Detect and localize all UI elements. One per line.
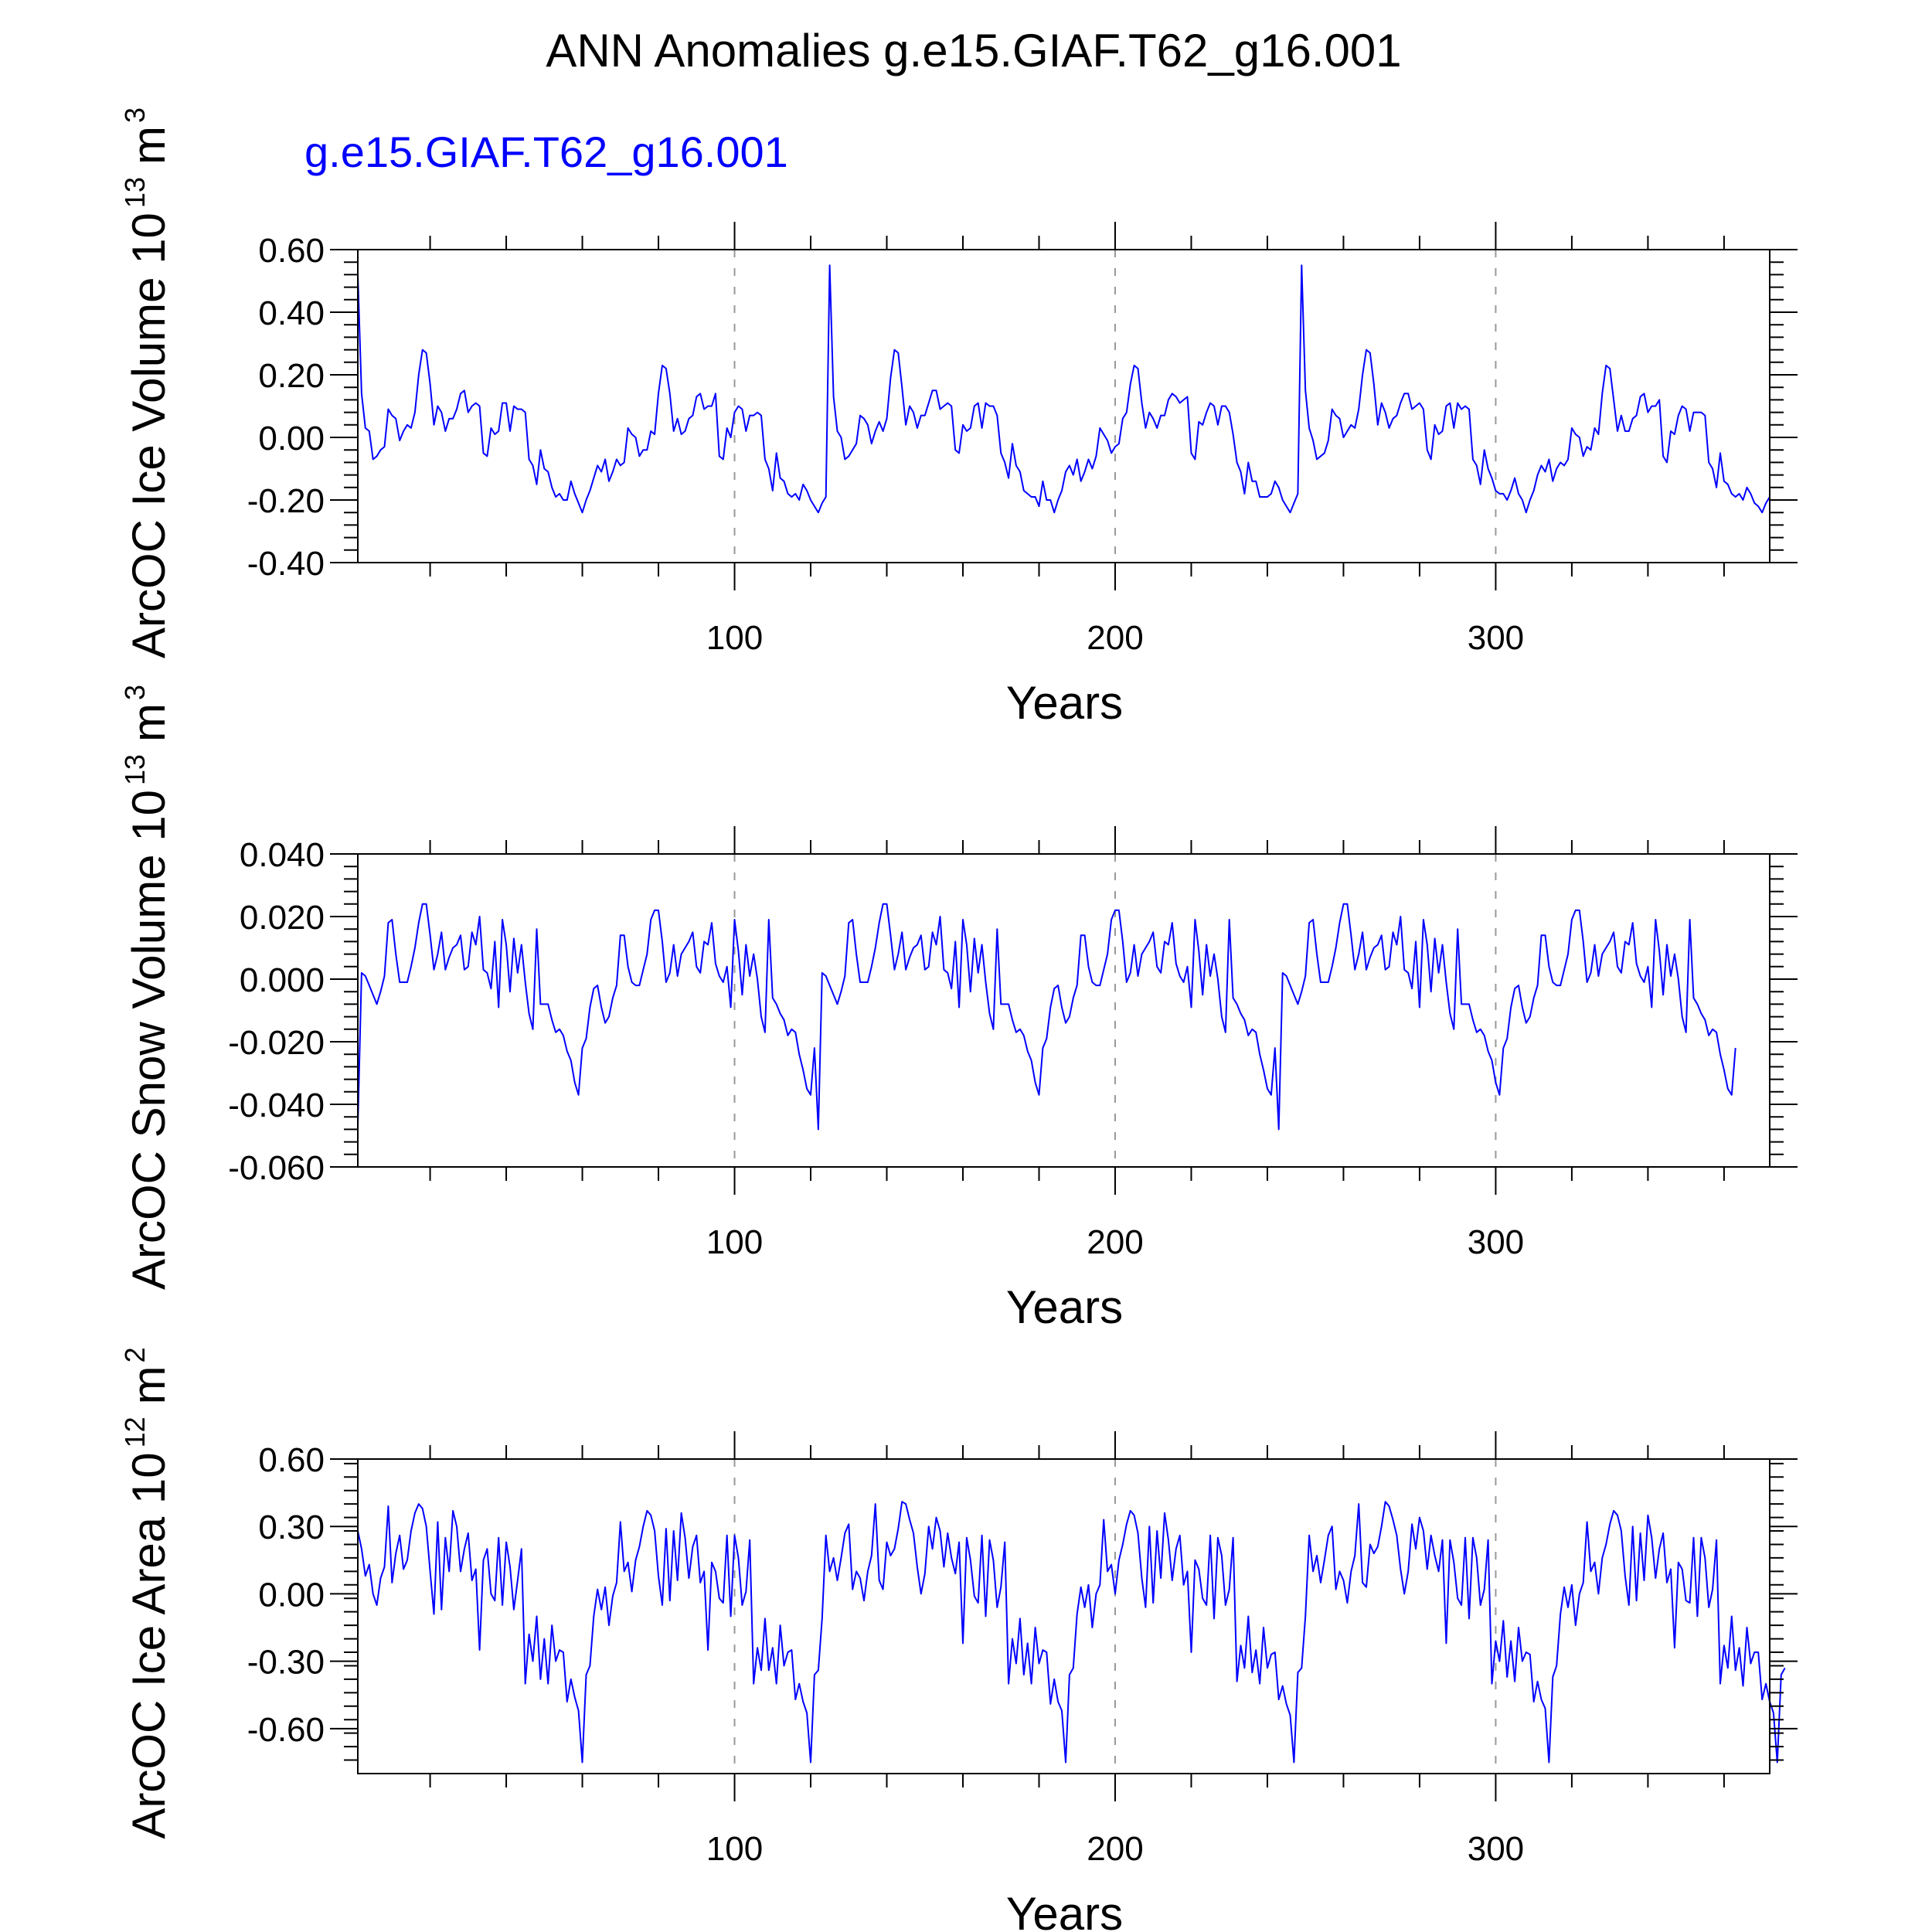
y-tick-label: 0.040 — [240, 836, 325, 874]
y-tick-label: 0.020 — [240, 899, 325, 937]
x-tick-label: 200 — [1087, 1223, 1143, 1261]
y-tick-label: 0.30 — [258, 1509, 325, 1546]
series-line — [357, 264, 1770, 514]
y-tick-label: -0.020 — [228, 1024, 325, 1062]
x-tick-label: 100 — [706, 1223, 763, 1261]
y-tick-label: 0.60 — [258, 1441, 325, 1479]
y-axis-title: ArcOC Snow Volume 1013m3 — [119, 685, 175, 1290]
y-tick-label: 0.20 — [258, 357, 325, 395]
y-tick-label: -0.060 — [228, 1149, 325, 1187]
y-tick-label: -0.040 — [228, 1087, 325, 1124]
x-tick-label: 300 — [1468, 1223, 1524, 1261]
y-axis-title: ArcOC Ice Volume 1013m3 — [119, 107, 175, 658]
y-tick-label: -0.40 — [247, 545, 325, 583]
y-tick-label: 0.000 — [240, 961, 325, 999]
y-tick-label: 0.60 — [258, 232, 325, 270]
x-tick-label: 200 — [1087, 1830, 1143, 1868]
x-tick-label: 100 — [706, 1830, 763, 1868]
y-tick-label: 0.40 — [258, 294, 325, 332]
x-tick-label: 200 — [1087, 619, 1143, 657]
plots-container: 100 200 300 0.60 0.40 0.20 0.00 -0.20 -0.40 Years… — [119, 107, 1798, 1932]
x-axis-title: Years — [1006, 1281, 1123, 1333]
y-tick-label: -0.20 — [247, 482, 325, 520]
y-tick-label: 0.00 — [258, 1576, 325, 1614]
legend-label: g.e15.GIAF.T62_g16.001 — [304, 128, 788, 176]
y-tick-label: -0.30 — [247, 1644, 325, 1682]
panel-3: 100 200 300 0.60 0.30 0.00 -0.30 -0.60 Years ArcO… — [119, 1347, 1798, 1932]
y-axis-title: ArcOC Ice Area 1012m2 — [119, 1347, 175, 1838]
y-tick-label: 0.00 — [258, 420, 325, 457]
x-tick-label: 300 — [1468, 1830, 1524, 1868]
x-tick-label: 300 — [1468, 619, 1524, 657]
plot-frame — [357, 1458, 1770, 1774]
plot-frame — [357, 853, 1770, 1168]
x-axis-title: Years — [1006, 677, 1123, 729]
plot-frame — [357, 249, 1770, 563]
figure-title: ANN Anomalies g.e15.GIAF.T62_g16.001 — [546, 25, 1401, 77]
series-line — [357, 1501, 1786, 1764]
panel-2: 100 200 300 0.040 0.020 0.000 -0.020 -0.040 -0.0… — [119, 685, 1798, 1333]
x-tick-label: 100 — [706, 619, 763, 657]
y-tick-label: -0.60 — [247, 1711, 325, 1749]
series-line — [357, 903, 1736, 1131]
panel-1: 100 200 300 0.60 0.40 0.20 0.00 -0.20 -0.40 Years… — [119, 107, 1798, 729]
x-axis-title: Years — [1006, 1888, 1123, 1932]
